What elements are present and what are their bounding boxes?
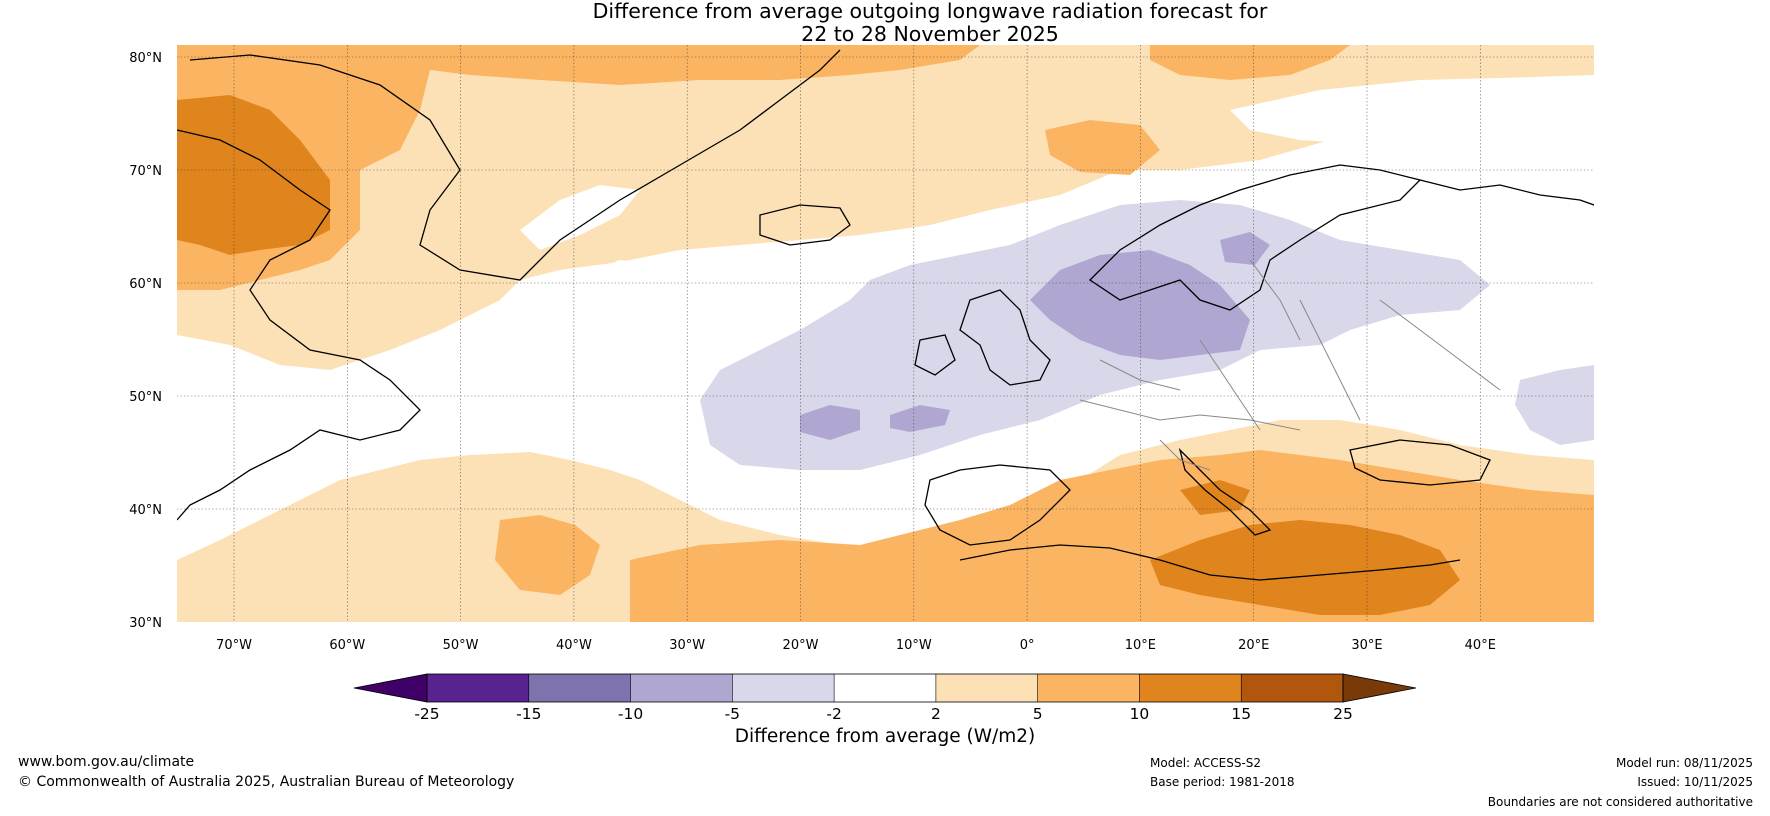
colorbar-tick-label: -15 [516, 705, 541, 723]
neutral-patch-iceland-south [580, 260, 690, 292]
country-borders [1079, 259, 1501, 471]
title-line-2: 22 to 28 November 2025 [801, 22, 1059, 46]
chart-title: Difference from average outgoing longwav… [0, 0, 1770, 46]
longitude-label: 10°E [1125, 638, 1156, 653]
colorbar-tick-label: 5 [1033, 705, 1043, 723]
longitude-label: 20°W [783, 638, 819, 653]
anomaly-region-pos-10-15-ellesmere [177, 95, 330, 255]
colorbar-tick-label: 10 [1130, 705, 1150, 723]
coast-canadian-arctic [177, 129, 421, 521]
colorbar-segment [1139, 674, 1242, 702]
footer-model: Model: ACCESS-S2 [1150, 756, 1262, 770]
latitude-label: 30°N [129, 616, 162, 631]
neutral-patch-greenland-east [520, 185, 640, 250]
latitude-labels: 80°N 70°N 60°N 50°N 40°N 30°N [129, 51, 162, 631]
longitude-label: 30°E [1351, 638, 1382, 653]
colorbar-label: Difference from average (W/m2) [734, 726, 1036, 747]
longitude-label: 20°E [1238, 638, 1269, 653]
longitude-label: 0° [1020, 638, 1035, 653]
coast-north-africa [959, 544, 1461, 581]
colorbar-ticks: -25 -15 -10 -5 -2 2 5 10 15 25 [414, 705, 1353, 723]
longitude-label: 10°W [896, 638, 932, 653]
colorbar-segment [427, 674, 530, 702]
colorbar-segment [1037, 674, 1140, 702]
footer-base-period: Base period: 1981-2018 [1150, 775, 1295, 789]
longitude-label: 70°W [216, 638, 252, 653]
anomaly-region-pos-2-5-north-atlantic [177, 45, 1594, 370]
coast-italy [1178, 447, 1272, 536]
colorbar-tick-label: 2 [931, 705, 941, 723]
colorbar-segment [528, 674, 632, 702]
anomaly-region-pos-5-10-arctic [177, 45, 980, 290]
colorbar-tick-label: 25 [1333, 705, 1353, 723]
anomaly-region-neg-5-10-scandinavia [1030, 250, 1250, 360]
anomaly-region-pos-5-10-svalbard [1150, 45, 1350, 80]
coast-russia-north [1419, 179, 1594, 206]
longitude-label: 40°W [556, 638, 592, 653]
footer-website: www.bom.gov.au/climate [18, 754, 195, 770]
colorbar-segment [935, 674, 1039, 702]
border-lines [1079, 259, 1501, 471]
coast-iberia [924, 464, 1071, 546]
colorbar-tick-label: -5 [725, 705, 740, 723]
neutral-patch-barents [1230, 75, 1594, 170]
colorbar-segment [1241, 674, 1344, 702]
colorbar-extend-max [1342, 673, 1417, 703]
anomaly-region-pos-5-10-norwegian-sea [1045, 120, 1160, 175]
latitude-label: 50°N [129, 390, 162, 405]
colorbar-tick-label: 15 [1231, 705, 1251, 723]
colorbar-extend-min [353, 673, 428, 703]
map-panel [177, 45, 1594, 622]
longitude-label: 60°W [329, 638, 365, 653]
latitude-label: 70°N [129, 164, 162, 179]
footer-disclaimer: Boundaries are not considered authoritat… [1487, 795, 1753, 809]
anomaly-region-pos-10-15-eastern-med [1150, 520, 1460, 615]
anomaly-region-neg-5-10-atlantic-1 [800, 405, 860, 440]
colorbar [353, 673, 1417, 703]
coast-iceland [759, 204, 851, 246]
longitude-label: 40°E [1465, 638, 1496, 653]
latitude-label: 40°N [129, 503, 162, 518]
footer-model-run: Model run: 08/11/2025 [1615, 756, 1753, 770]
coast-scandinavia [1088, 164, 1422, 311]
footer-copyright: © Commonwealth of Australia 2025, Austra… [18, 774, 515, 790]
longitude-labels: 70°W 60°W 50°W 40°W 30°W 20°W 10°W 0° 10°E 20°E 30… [216, 638, 1496, 653]
gridlines [177, 45, 1594, 622]
latitude-label: 80°N [129, 51, 162, 66]
anomaly-region-neg-5-10-baltic [1220, 232, 1270, 265]
colorbar-tick-label: -10 [618, 705, 643, 723]
colorbar-segment [834, 674, 937, 702]
longitude-label: 50°W [443, 638, 479, 653]
colorbar-tick-label: -2 [826, 705, 841, 723]
longitude-label: 30°W [669, 638, 705, 653]
colorbar-segment [630, 674, 733, 702]
footer-issued: Issued: 10/11/2025 [1637, 775, 1753, 789]
anomaly-region-neg-2-5-russia [1515, 365, 1594, 445]
anomaly-region-neg-5-10-atlantic-2 [890, 405, 950, 432]
coast-greenland [189, 49, 841, 281]
coast-british-isles [914, 289, 1051, 386]
colorbar-segment [732, 674, 835, 702]
coastlines [177, 49, 1594, 581]
title-line-1: Difference from average outgoing longwav… [592, 0, 1268, 23]
latitude-label: 60°N [129, 277, 162, 292]
colorbar-tick-label: -25 [414, 705, 439, 723]
